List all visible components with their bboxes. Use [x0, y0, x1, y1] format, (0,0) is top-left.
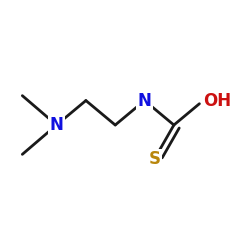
Text: N: N: [50, 116, 64, 134]
Text: N: N: [138, 92, 151, 110]
Text: OH: OH: [203, 92, 231, 110]
Text: S: S: [148, 150, 160, 168]
